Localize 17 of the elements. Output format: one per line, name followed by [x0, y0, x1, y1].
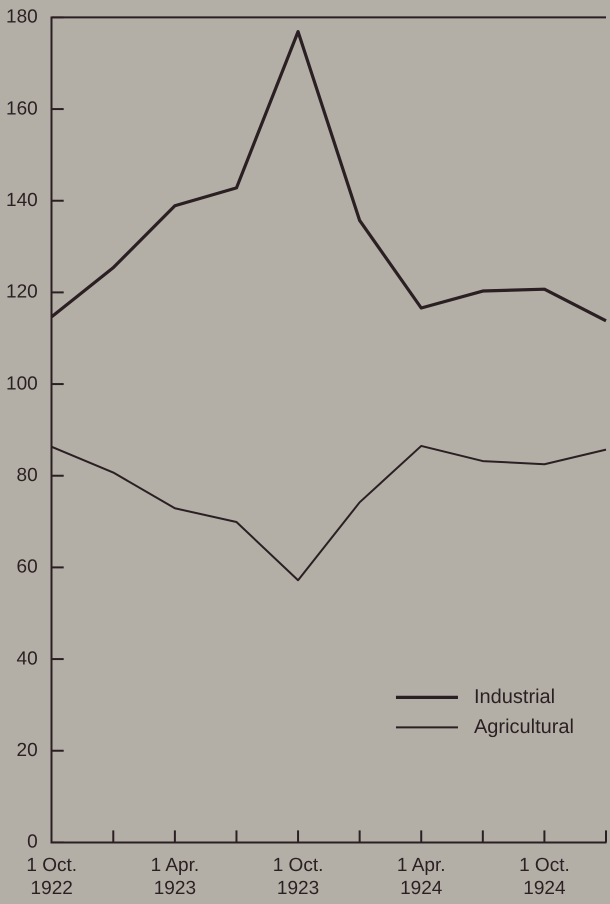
x-tick-label: 1 Apr. 1923	[150, 855, 200, 899]
legend-label: Industrial	[474, 686, 556, 708]
legend-label: Agricultural	[474, 716, 574, 738]
y-tick-label: 120	[6, 282, 38, 303]
x-tick-label: 1 Oct. 1923	[272, 855, 324, 899]
x-tick-label: 1 Oct. 1922	[26, 855, 78, 899]
y-tick-label: 160	[6, 98, 38, 120]
y-tick-label: 180	[6, 6, 38, 28]
y-tick-label: 140	[6, 190, 38, 211]
y-tick-label: 100	[6, 373, 38, 394]
y-tick-label: 80	[16, 464, 38, 486]
y-tick-label: 0	[27, 832, 38, 853]
y-tick-label: 20	[16, 740, 38, 761]
x-tick-label: 1 Oct. 1924	[519, 855, 570, 899]
y-tick-label: 40	[16, 648, 38, 670]
y-tick-label: 60	[16, 556, 38, 578]
x-tick-label: 1 Apr. 1924	[396, 855, 446, 899]
